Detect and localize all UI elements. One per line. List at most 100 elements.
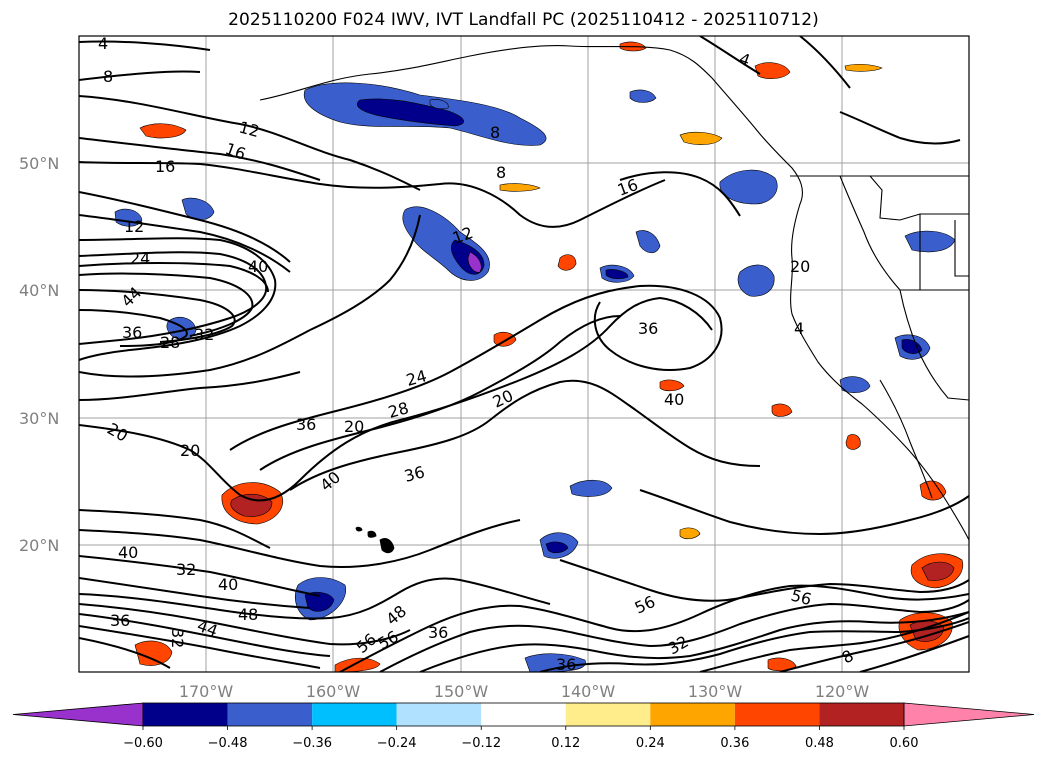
shade-neg-pnw bbox=[719, 169, 778, 205]
contour-label: 36 bbox=[428, 623, 448, 642]
shade-neg-gulf-alaska-core bbox=[356, 98, 465, 127]
shade-neg-45n bbox=[635, 230, 661, 254]
contour-label: 36 bbox=[110, 611, 130, 630]
contour-label: 40 bbox=[218, 575, 238, 594]
contour-label: 20 bbox=[180, 441, 200, 460]
shade-neg-45n-west bbox=[629, 89, 657, 103]
coastlines bbox=[259, 45, 969, 541]
contour-label: 24 bbox=[130, 249, 150, 268]
shade-pos-mex-core bbox=[921, 561, 955, 581]
shade-pos-27n bbox=[771, 403, 793, 417]
iwv-contours bbox=[79, 36, 969, 672]
colorbar-extend-high bbox=[903, 702, 1035, 727]
colorbar-segment bbox=[143, 703, 228, 726]
colorbar-tick-label: −0.60 bbox=[123, 736, 163, 751]
colorbar-segment bbox=[734, 703, 820, 726]
lon-tick-label: 140°W bbox=[561, 682, 616, 701]
map-panel: 4 8 12 16 8 8 16 12 24 40 44 36 28 32 12… bbox=[79, 34, 969, 674]
shade-neg-south3 bbox=[569, 479, 613, 497]
contour-label: 36 bbox=[296, 415, 316, 434]
contour-label: 4 bbox=[794, 319, 804, 338]
colorbar-tick-label: −0.24 bbox=[377, 736, 417, 751]
colorbar-segment bbox=[565, 703, 651, 726]
shade-pos-26n bbox=[845, 434, 861, 450]
shade-pos-gulf bbox=[679, 131, 723, 145]
contour-label: 32 bbox=[168, 628, 187, 648]
shade-pos-40n bbox=[557, 254, 577, 271]
colorbar-tick-label: 0.60 bbox=[890, 736, 919, 751]
ivt-shading bbox=[114, 41, 964, 672]
shade-neg-hawaii-core bbox=[304, 591, 335, 612]
colorbar-tick-label: −0.36 bbox=[292, 736, 332, 751]
colorbar-tick-label: 0.36 bbox=[720, 736, 749, 751]
colorbar-tick-label: 0.12 bbox=[551, 736, 580, 751]
contour-label: 28 bbox=[386, 398, 411, 422]
contour-label: 20 bbox=[344, 417, 364, 436]
colorbar-segment bbox=[481, 703, 566, 726]
contour-label: 8 bbox=[490, 123, 500, 142]
contour-label: 8 bbox=[496, 163, 506, 182]
colorbar-segment bbox=[819, 703, 904, 726]
contour-label: 28 bbox=[160, 333, 180, 352]
contour-label: 32 bbox=[176, 560, 196, 579]
map-frame bbox=[78, 35, 970, 673]
shade-pos-ak bbox=[754, 62, 791, 79]
lon-tick-label: 120°W bbox=[815, 682, 870, 701]
shade-pos-baja bbox=[919, 480, 947, 501]
contour-label: 40 bbox=[664, 390, 684, 409]
colorbar-segment bbox=[227, 703, 313, 726]
contour-label: 56 bbox=[789, 586, 814, 610]
shade-neg-south1-core bbox=[545, 541, 569, 554]
colorbar-frame bbox=[142, 702, 905, 727]
colorbar-segment bbox=[396, 703, 482, 726]
shade-neg-center-north bbox=[429, 99, 449, 110]
lat-tick-labels: 50°N 40°N 30°N 20°N bbox=[19, 154, 59, 555]
lon-tick-label: 130°W bbox=[688, 682, 743, 701]
contour-label: 4 bbox=[98, 34, 108, 53]
shade-neg-ca-core bbox=[901, 339, 923, 354]
contour-label: 36 bbox=[556, 655, 576, 674]
lon-tick-label: 170°W bbox=[179, 682, 234, 701]
colorbar-extend-low bbox=[12, 702, 144, 727]
shade-pos-se2 bbox=[767, 657, 797, 672]
colorbar-tick-label: −0.48 bbox=[208, 736, 248, 751]
colorbar-tick-label: 0.48 bbox=[805, 736, 834, 751]
contour-label: 12 bbox=[237, 118, 262, 142]
shade-pos-nw bbox=[139, 123, 187, 139]
shade-pos-north bbox=[499, 183, 541, 192]
colorbar-tick-label: −0.12 bbox=[461, 736, 501, 751]
shade-neg-coast bbox=[737, 264, 775, 297]
contour-label: 40 bbox=[248, 257, 268, 276]
contour-label: 16 bbox=[155, 157, 175, 176]
lat-tick-label: 40°N bbox=[19, 281, 59, 300]
islands bbox=[355, 526, 395, 554]
shade-pos-32n bbox=[659, 379, 685, 392]
colorbar: −0.60 −0.48 −0.36 −0.24 −0.12 0.12 0.24 0.36 0.4… bbox=[12, 702, 1035, 751]
lat-tick-label: 30°N bbox=[19, 409, 59, 428]
contour-labels: 4 8 12 16 8 8 16 12 24 40 44 36 28 32 12… bbox=[98, 34, 857, 674]
shade-pos-sw bbox=[134, 640, 173, 666]
shade-neg-center-peak bbox=[467, 251, 482, 273]
shade-pos-ak2 bbox=[844, 63, 883, 72]
contour-label: 24 bbox=[404, 366, 429, 390]
lon-tick-label: 160°W bbox=[306, 682, 361, 701]
colorbar-segment bbox=[312, 703, 397, 726]
contour-label: 48 bbox=[238, 605, 258, 624]
contour-label: 36 bbox=[122, 323, 142, 342]
colorbar-tick-label: 0.24 bbox=[636, 736, 665, 751]
contour-label: 36 bbox=[638, 319, 658, 338]
shade-pos-south2 bbox=[679, 527, 701, 540]
map-title: 2025110200 F024 IWV, IVT Landfall PC (20… bbox=[228, 10, 819, 30]
contour-label: 32 bbox=[194, 325, 214, 344]
lon-tick-label: 150°W bbox=[434, 682, 489, 701]
contour-label: 36 bbox=[402, 462, 427, 486]
contour-label: 12 bbox=[124, 217, 144, 236]
contour-label: 40 bbox=[118, 543, 138, 562]
lon-tick-labels: 170°W 160°W 150°W 140°W 130°W 120°W bbox=[179, 682, 870, 701]
shade-neg-40n-core bbox=[605, 269, 629, 280]
lat-tick-label: 20°N bbox=[19, 536, 59, 555]
colorbar-segment bbox=[650, 703, 735, 726]
contour-label: 20 bbox=[790, 257, 810, 276]
contour-label: 8 bbox=[103, 67, 113, 86]
